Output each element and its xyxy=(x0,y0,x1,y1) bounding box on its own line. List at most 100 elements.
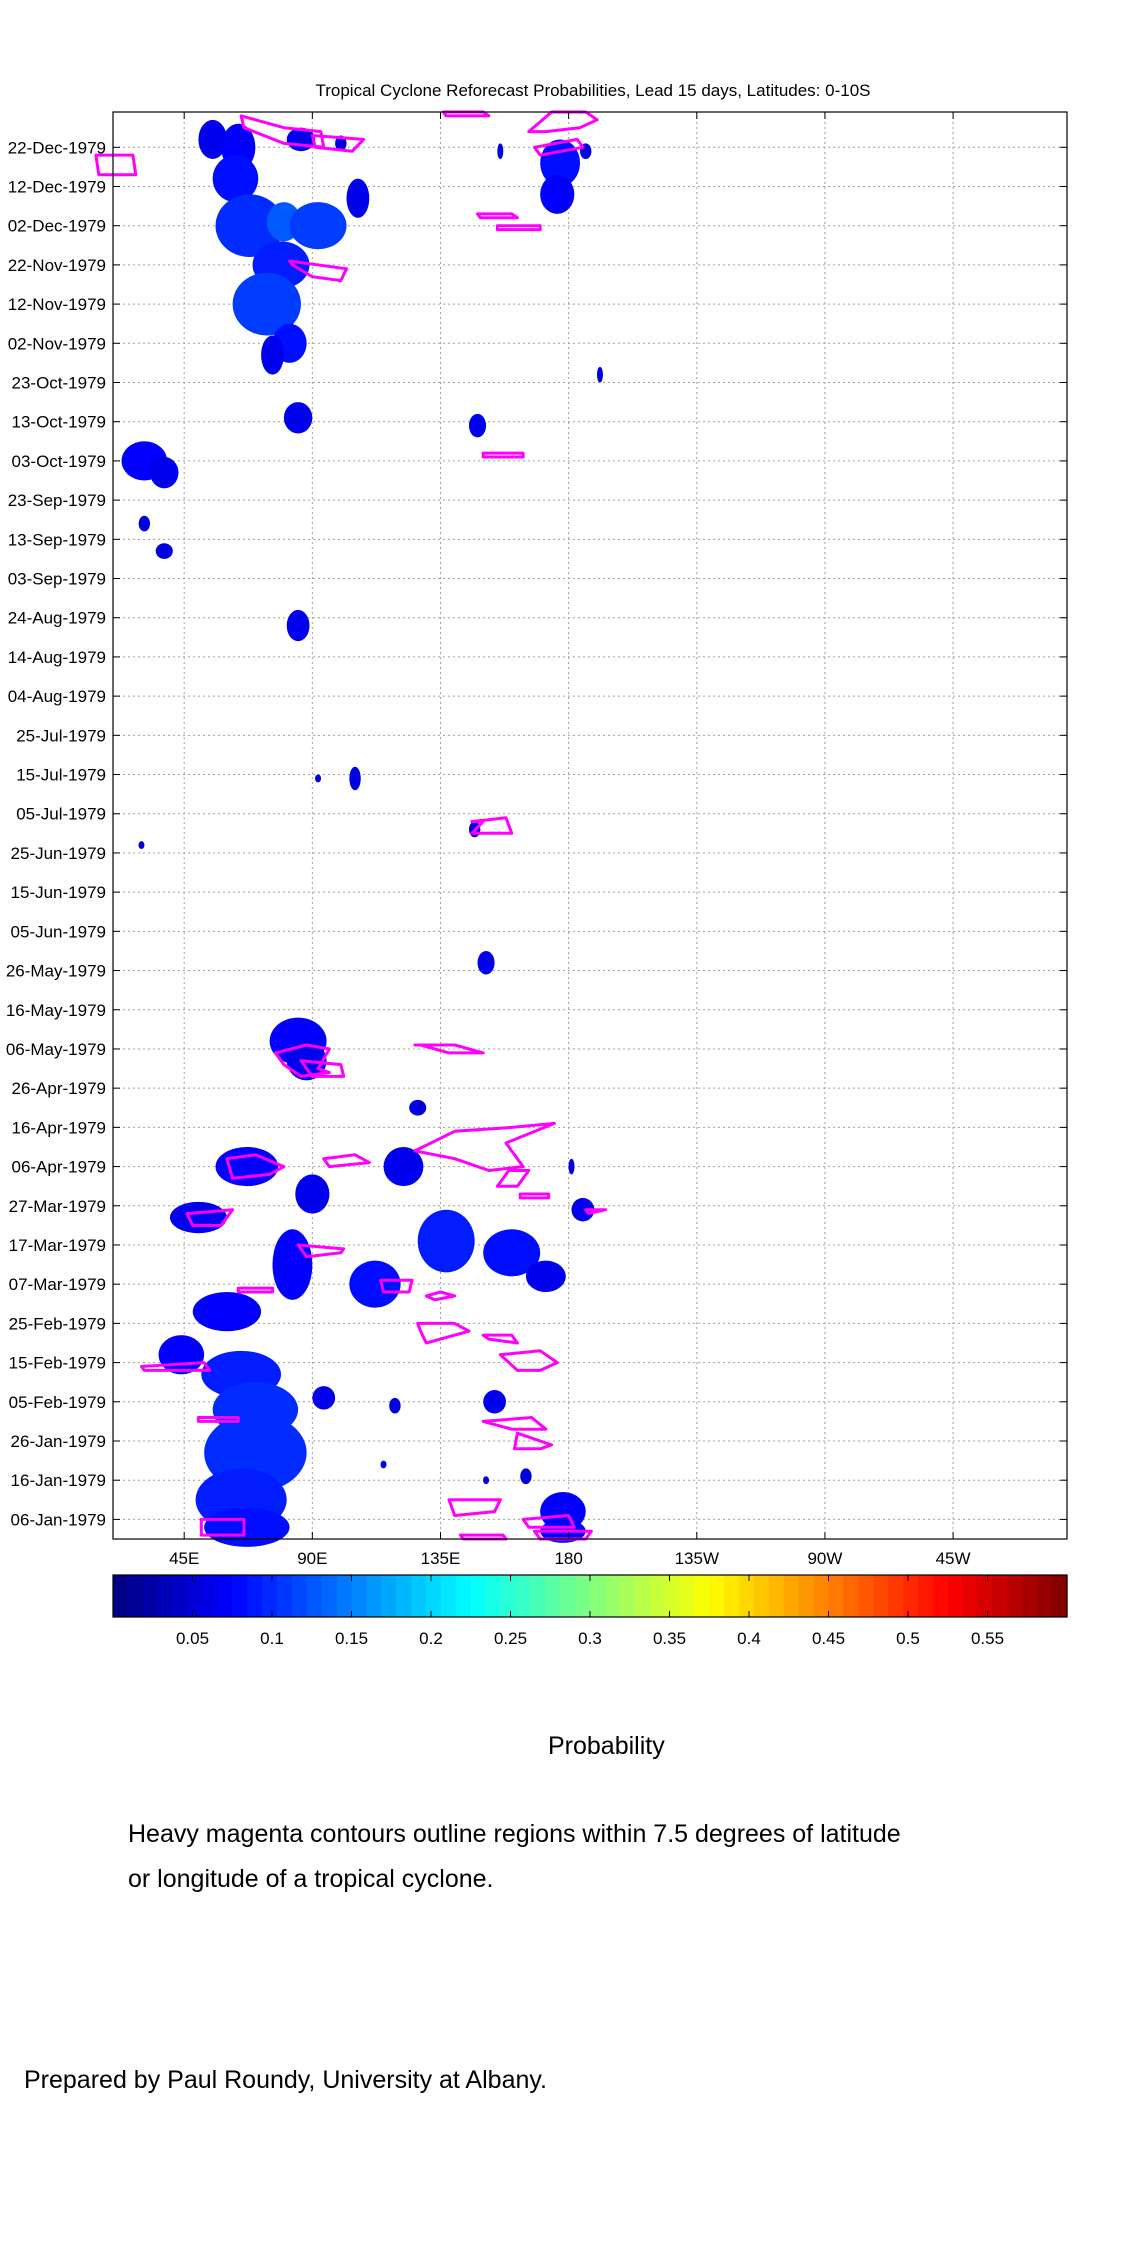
y-tick-label: 27-Mar-1979 xyxy=(9,1197,106,1216)
colorbar-segment xyxy=(485,1575,502,1617)
x-tick-label: 45E xyxy=(169,1549,199,1568)
y-tick-label: 12-Nov-1979 xyxy=(8,295,106,314)
x-axis: 45E 90E 135E 180 135W 90W 45W xyxy=(169,112,971,1568)
colorbar-tick-label: 0.1 xyxy=(260,1629,284,1648)
probability-blob xyxy=(349,1260,401,1308)
colorbar-segment xyxy=(366,1575,382,1617)
cyclone-contour xyxy=(413,1043,485,1055)
probability-blob xyxy=(138,515,151,532)
colorbar-tick-label: 0.35 xyxy=(653,1629,686,1648)
colorbar-segment xyxy=(604,1575,621,1617)
probability-blob xyxy=(520,1468,532,1485)
colorbar-tick-label: 0.45 xyxy=(812,1629,845,1648)
probability-blob xyxy=(335,135,347,152)
y-tick-label: 06-Jan-1979 xyxy=(11,1510,106,1529)
cyclone-contour xyxy=(424,1290,457,1302)
cyclone-contour xyxy=(413,1121,556,1172)
y-tick-label: 05-Jul-1979 xyxy=(16,805,106,824)
cyclone-contour xyxy=(481,451,525,459)
colorbar-segment xyxy=(321,1575,338,1617)
colorbar-segment xyxy=(724,1575,740,1617)
colorbar-segment xyxy=(426,1575,442,1617)
y-tick-label: 03-Oct-1979 xyxy=(12,452,107,471)
cyclone-contour xyxy=(310,134,366,153)
probability-blob xyxy=(389,1397,401,1414)
probability-blob xyxy=(261,335,284,375)
cyclone-contour xyxy=(481,1333,519,1345)
y-tick-label: 05-Feb-1979 xyxy=(9,1393,106,1412)
y-tick-label: 17-Mar-1979 xyxy=(9,1236,106,1255)
cyclone-contour xyxy=(513,1431,554,1451)
y-tick-label: 25-Jun-1979 xyxy=(11,844,106,863)
probability-blob xyxy=(483,1476,490,1485)
colorbar-segment xyxy=(291,1575,308,1617)
colorbar-segment xyxy=(992,1575,1008,1617)
probability-blob xyxy=(483,1229,541,1277)
plot-frame xyxy=(112,111,1068,1540)
cyclone-contour xyxy=(447,1498,502,1517)
colorbar-segment xyxy=(649,1575,666,1617)
probability-blob xyxy=(158,1335,205,1375)
probability-blob xyxy=(283,402,313,434)
y-tick-label: 23-Oct-1979 xyxy=(12,374,107,393)
probability-blob xyxy=(215,1146,279,1187)
probability-blob xyxy=(596,366,603,383)
colorbar-segment xyxy=(396,1575,412,1617)
colorbar-segment xyxy=(470,1575,487,1617)
probability-blob xyxy=(349,766,361,791)
colorbar-segment xyxy=(276,1575,293,1617)
probability-blob xyxy=(169,1201,227,1234)
colorbar-tick-label: 0.2 xyxy=(419,1629,443,1648)
cyclone-contour xyxy=(225,1153,286,1180)
colorbar-segment xyxy=(306,1575,323,1617)
colorbar-segment xyxy=(828,1575,845,1617)
probability-blob xyxy=(138,841,145,850)
y-tick-label: 15-Jun-1979 xyxy=(11,883,106,902)
cyclone-contour xyxy=(498,1349,559,1372)
colorbar-segment xyxy=(515,1575,531,1617)
colorbar-segment xyxy=(172,1575,189,1617)
colorbar-segment xyxy=(739,1575,755,1617)
colorbar-segment xyxy=(127,1575,144,1617)
colorbar-segment xyxy=(262,1575,278,1617)
y-tick-label: 26-Jan-1979 xyxy=(11,1432,106,1451)
probability-blob xyxy=(204,1507,290,1547)
probability-blob xyxy=(540,139,581,187)
cyclone-contour xyxy=(185,1208,235,1227)
colorbar-segment xyxy=(977,1575,994,1617)
colorbar-label: Probability xyxy=(548,1732,665,1760)
colorbar-tick-label: 0.4 xyxy=(737,1629,761,1648)
probability-blob xyxy=(568,1158,575,1175)
probability-blob xyxy=(295,1174,330,1214)
x-tick-label: 45W xyxy=(936,1549,971,1568)
y-tick-label: 02-Dec-1979 xyxy=(8,217,106,236)
y-tick-label: 26-May-1979 xyxy=(6,962,106,981)
colorbar-segment xyxy=(247,1575,263,1617)
probability-blob xyxy=(477,950,495,975)
cyclone-contour xyxy=(584,1208,608,1216)
colorbar-segment xyxy=(962,1575,979,1617)
x-tick-label: 90W xyxy=(807,1549,842,1568)
y-tick-label: 25-Feb-1979 xyxy=(9,1314,106,1333)
colorbar-segment xyxy=(753,1575,770,1617)
probability-blob xyxy=(315,774,322,783)
colorbar-segment xyxy=(157,1575,174,1617)
probability-blob xyxy=(383,1146,424,1187)
x-tick-label: 135E xyxy=(421,1549,461,1568)
colorbar-segment xyxy=(590,1575,606,1617)
cyclone-contour xyxy=(416,1321,471,1345)
cyclone-contours xyxy=(94,110,608,1541)
colorbar-segment xyxy=(232,1575,248,1617)
probability-blob xyxy=(289,202,347,250)
probability-blob xyxy=(417,1209,475,1273)
y-tick-label: 16-May-1979 xyxy=(6,1001,106,1020)
y-tick-label: 06-May-1979 xyxy=(6,1040,106,1059)
y-tick-label: 15-Jul-1979 xyxy=(16,766,106,785)
y-tick-label: 15-Feb-1979 xyxy=(9,1354,106,1373)
probability-blob xyxy=(312,1386,336,1410)
colorbar-tick-label: 0.5 xyxy=(896,1629,920,1648)
colorbar-segment xyxy=(768,1575,785,1617)
probability-blob xyxy=(286,609,310,642)
x-tick-label: 135W xyxy=(675,1549,719,1568)
